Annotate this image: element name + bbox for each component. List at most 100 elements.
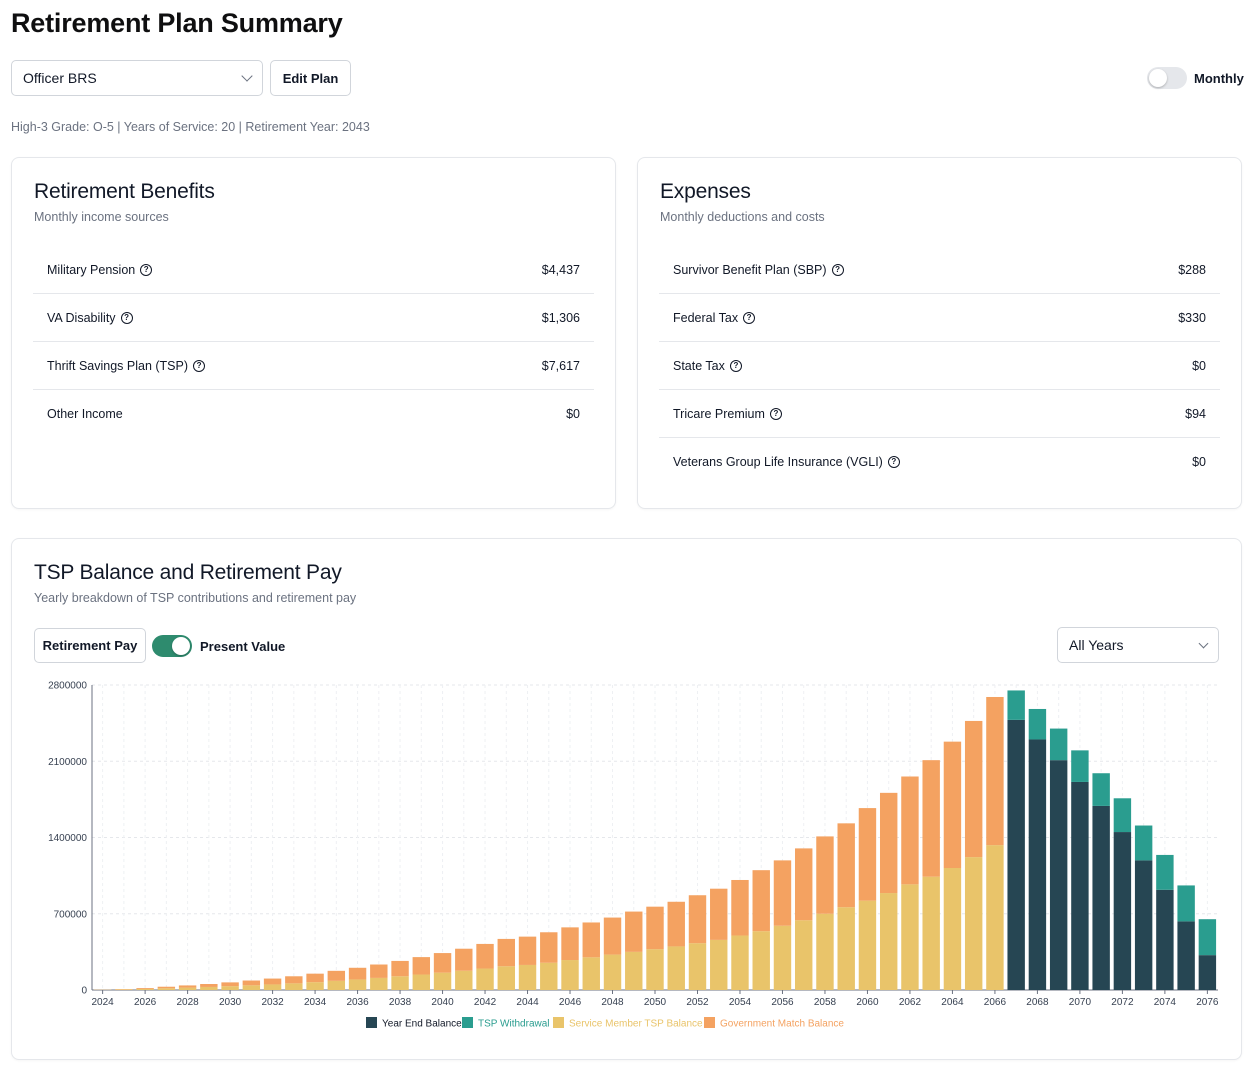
bar-segment [455, 948, 473, 971]
bar-segment [518, 964, 537, 990]
question-circle-icon[interactable]: ? [887, 456, 900, 468]
bar-segment [901, 776, 919, 885]
expense-label: Tricare Premium [673, 406, 765, 421]
years-select[interactable]: All Years [1057, 627, 1219, 663]
plan-select-value: Officer BRS [23, 70, 97, 86]
bar-segment [667, 901, 685, 947]
x-tick-label: 2050 [644, 997, 667, 1008]
bar-segment [497, 966, 515, 990]
bar-segment [1092, 773, 1110, 806]
question-circle-icon[interactable]: ? [140, 263, 153, 276]
bar-segment [115, 989, 133, 990]
x-tick-label: 2026 [134, 997, 157, 1008]
expense-label: Survivor Benefit Plan (SBP) [673, 262, 827, 277]
bar-segment [1177, 921, 1195, 990]
retirement-pay-button[interactable]: Retirement Pay [34, 628, 146, 663]
bar-segment [242, 980, 261, 986]
present-value-toggle[interactable] [152, 635, 192, 657]
toggle-knob [1149, 69, 1167, 87]
legend-label: Government Match Balance [720, 1019, 844, 1030]
question-circle-icon[interactable]: ? [120, 311, 133, 324]
benefit-amount: $4,437 [541, 262, 580, 277]
bar-segment [1092, 805, 1110, 990]
bar-segment [455, 970, 473, 990]
bar-segment [1049, 728, 1068, 761]
bar-segment [858, 808, 877, 901]
years-select-value: All Years [1069, 637, 1124, 653]
y-tick-label: 2100000 [48, 757, 87, 768]
bar-segment [603, 954, 622, 990]
bar-segment [476, 943, 494, 969]
bar-segment [242, 985, 261, 990]
benefit-label: Other Income [47, 407, 123, 421]
bar-segment [964, 720, 983, 858]
expenses-title: Expenses [660, 180, 751, 203]
question-circle-icon[interactable]: ? [729, 359, 742, 372]
bar-segment [986, 696, 1004, 846]
bar-segment [1071, 781, 1089, 990]
expense-amount: $0 [1192, 358, 1206, 373]
expense-row: Federal Tax? $330 [659, 294, 1220, 342]
bar-segment [306, 982, 324, 990]
y-tick-label: 1400000 [48, 833, 87, 844]
bar-segment [1113, 832, 1132, 990]
legend-swatch [553, 1017, 564, 1028]
bar-segment [518, 936, 537, 965]
bar-segment [285, 976, 303, 984]
bar-segment [752, 870, 770, 932]
x-tick-label: 2028 [176, 997, 199, 1008]
bar-segment [710, 888, 728, 940]
monthly-toggle[interactable] [1147, 67, 1187, 89]
bar-segment [306, 973, 324, 983]
bar-segment [391, 976, 409, 990]
expense-row: Tricare Premium? $94 [659, 390, 1220, 438]
expense-label: Federal Tax [673, 310, 739, 325]
bar-segment [136, 988, 154, 990]
bar-segment [795, 848, 813, 921]
benefit-row: Other Income $0 [33, 390, 594, 438]
bar-segment [433, 972, 452, 990]
x-tick-label: 2074 [1154, 997, 1177, 1008]
bar-segment [731, 879, 749, 936]
bar-segment [1134, 825, 1153, 861]
bar-segment [625, 911, 643, 952]
benefits-title: Retirement Benefits [34, 180, 215, 203]
bar-segment [370, 964, 388, 978]
question-circle-icon[interactable]: ? [769, 407, 782, 420]
benefit-amount: $1,306 [541, 310, 580, 325]
expense-amount: $330 [1178, 310, 1206, 325]
bar-segment [412, 974, 431, 990]
retirement-benefits-card: Retirement Benefits Monthly income sourc… [11, 157, 616, 509]
bar-segment [816, 913, 834, 990]
question-circle-icon[interactable]: ? [743, 311, 756, 324]
bar-segment [752, 931, 770, 990]
bar-segment [370, 977, 388, 990]
x-tick-label: 2036 [346, 997, 369, 1008]
benefit-row: Military Pension? $4,437 [33, 246, 594, 294]
bar-segment [1134, 860, 1153, 990]
edit-plan-button[interactable]: Edit Plan [270, 60, 351, 96]
plan-select[interactable]: Officer BRS [11, 60, 263, 96]
x-tick-label: 2070 [1069, 997, 1092, 1008]
benefit-amount: $0 [566, 407, 580, 421]
bar-segment [348, 979, 367, 990]
present-value-label: Present Value [200, 638, 286, 654]
bar-segment [348, 967, 367, 980]
bar-segment [773, 860, 792, 926]
bar-segment [157, 986, 176, 989]
bar-segment [327, 980, 346, 990]
bar-segment [710, 939, 728, 990]
bar-segment [1007, 719, 1025, 990]
bar-segment [561, 927, 579, 961]
expense-amount: $288 [1178, 262, 1206, 277]
tsp-subtitle: Yearly breakdown of TSP contributions an… [34, 591, 357, 605]
bar-segment [1071, 750, 1089, 782]
legend-swatch [462, 1017, 473, 1028]
bar-segment [625, 951, 643, 990]
expense-row: Veterans Group Life Insurance (VGLI)? $0 [659, 438, 1220, 486]
benefits-list: Military Pension? $4,437 VA Disability? $1,… [33, 246, 594, 438]
question-circle-icon[interactable]: ? [193, 359, 206, 372]
bar-segment [582, 922, 600, 958]
question-circle-icon[interactable]: ? [831, 263, 844, 276]
benefit-row: Thrift Savings Plan (TSP)? $7,617 [33, 342, 594, 390]
